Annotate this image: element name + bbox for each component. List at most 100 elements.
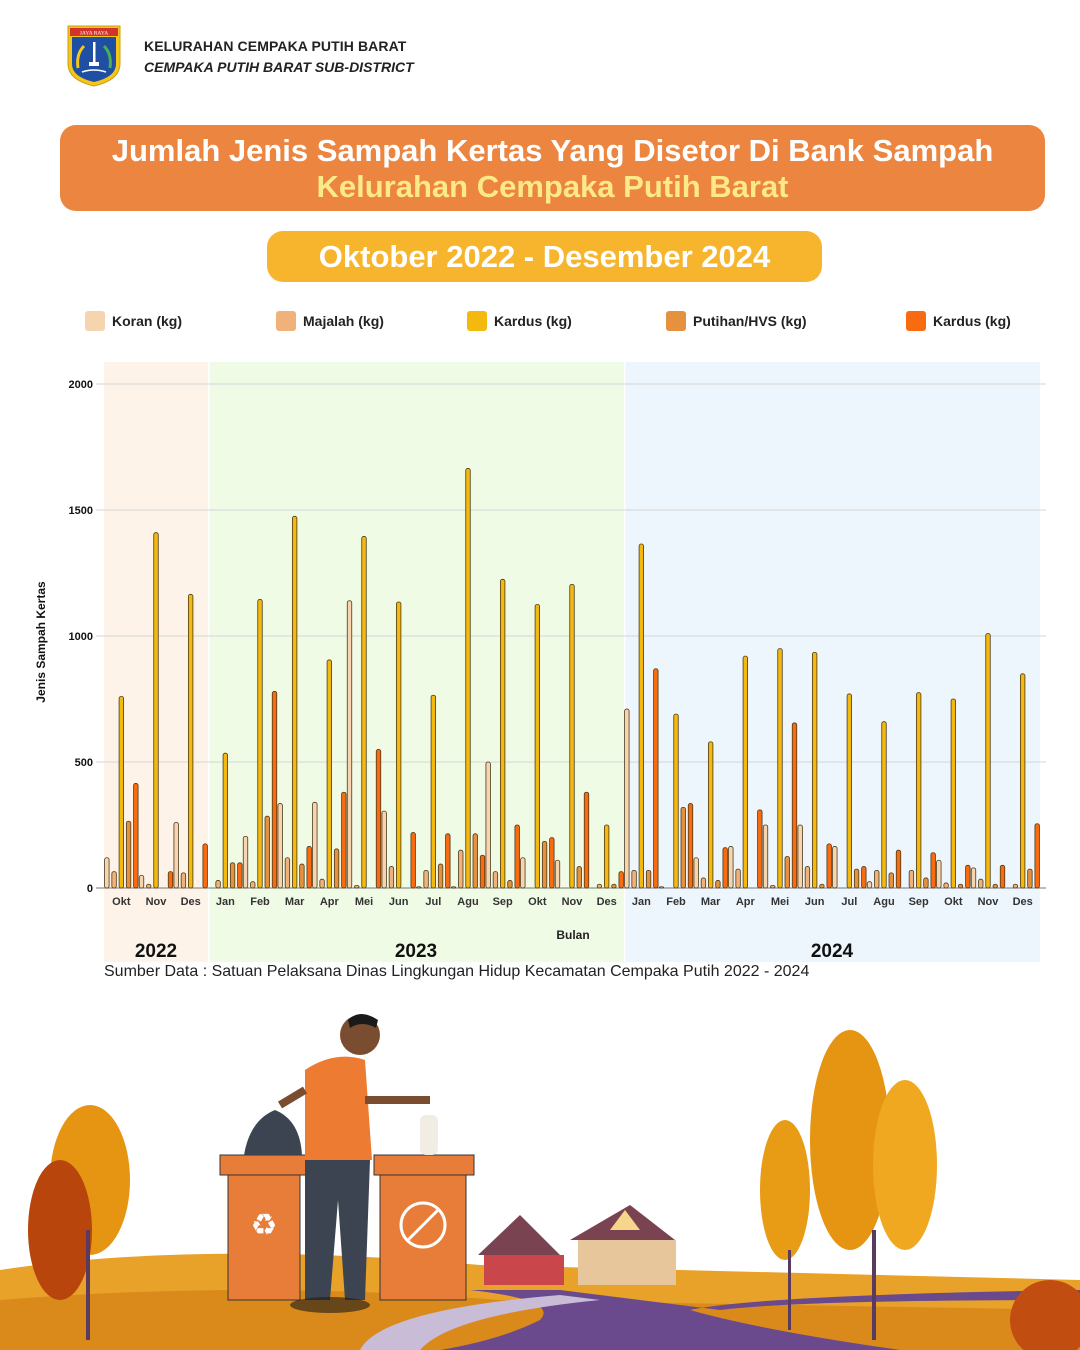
bar xyxy=(777,648,783,889)
bar xyxy=(500,578,506,889)
legend-item-kardus: Kardus (kg) xyxy=(467,311,572,331)
bar xyxy=(957,883,964,889)
bar xyxy=(965,864,971,889)
x-tick-label: Jul xyxy=(425,896,441,908)
bar xyxy=(257,599,263,889)
bar xyxy=(549,837,555,889)
bar xyxy=(465,468,471,889)
bar xyxy=(888,872,894,889)
period-badge: Oktober 2022 - Desember 2024 xyxy=(267,231,822,282)
bar xyxy=(410,832,416,889)
x-tick-label: Sep xyxy=(909,896,929,908)
title-banner: Jumlah Jenis Sampah Kertas Yang Disetor … xyxy=(60,125,1045,211)
y-tick-label: 1000 xyxy=(69,631,93,643)
x-tick-label: Agu xyxy=(873,896,894,908)
bar xyxy=(673,713,679,889)
bar xyxy=(388,866,395,889)
bar xyxy=(735,868,741,889)
bar xyxy=(319,878,325,889)
bar xyxy=(299,863,305,889)
bar xyxy=(797,824,803,889)
bar xyxy=(125,820,132,889)
bar xyxy=(222,752,228,889)
bar xyxy=(416,886,422,889)
bar xyxy=(978,878,984,889)
bar xyxy=(618,871,624,889)
x-tick-label: Agu xyxy=(457,896,478,908)
bar xyxy=(341,791,347,889)
bar xyxy=(936,859,942,889)
bar xyxy=(375,749,382,889)
bar xyxy=(992,883,998,889)
legend-item-majalah: Majalah (kg) xyxy=(276,311,384,331)
x-tick-label: Des xyxy=(1013,896,1033,908)
bar xyxy=(728,846,734,889)
bar xyxy=(514,824,520,889)
year-label: 2023 xyxy=(395,941,437,962)
bar xyxy=(762,824,769,889)
bar xyxy=(715,880,721,889)
bar xyxy=(520,857,526,889)
bar xyxy=(874,869,880,889)
bar xyxy=(881,721,887,889)
bar xyxy=(569,583,575,889)
bar xyxy=(1027,868,1033,889)
bar xyxy=(680,806,686,889)
y-tick-label: 0 xyxy=(87,883,93,895)
bar xyxy=(791,722,798,889)
legend-swatch-icon xyxy=(666,311,686,331)
bar xyxy=(908,869,915,889)
bar xyxy=(133,783,139,889)
jakarta-emblem-logo: JAYA RAYA xyxy=(67,25,121,87)
x-tick-label: Mar xyxy=(285,896,305,908)
bar xyxy=(104,857,110,889)
bar xyxy=(242,835,249,889)
bar xyxy=(173,822,179,889)
x-tick-label: Sep xyxy=(493,896,513,908)
bar xyxy=(237,862,243,889)
bar xyxy=(757,809,763,889)
bar xyxy=(895,849,902,889)
bar xyxy=(645,869,652,889)
bar xyxy=(312,801,318,889)
year-label: 2022 xyxy=(135,941,177,962)
bar xyxy=(930,852,936,889)
bar xyxy=(306,846,312,889)
y-axis-label: Jenis Sampah Kertas xyxy=(34,581,48,703)
bar xyxy=(381,810,387,889)
legend-item-kardus-2: Kardus (kg) xyxy=(906,311,1011,331)
bar xyxy=(541,840,548,889)
x-tick-label: Mei xyxy=(771,896,789,908)
bar xyxy=(687,803,694,889)
x-tick-label: Okt xyxy=(944,896,963,908)
svg-text:JAYA RAYA: JAYA RAYA xyxy=(80,31,109,37)
legend-item-putihan-hvs: Putihan/HVS (kg) xyxy=(666,311,807,331)
x-tick-label: Des xyxy=(181,896,201,908)
bar xyxy=(215,880,221,889)
bar xyxy=(292,515,298,889)
bar xyxy=(485,761,491,889)
bar xyxy=(1020,673,1026,889)
bar xyxy=(458,849,464,889)
bar xyxy=(819,883,825,889)
bar xyxy=(346,600,353,889)
bar xyxy=(423,869,429,889)
bar xyxy=(445,833,451,889)
bar xyxy=(658,886,665,889)
bar xyxy=(277,803,283,889)
bar xyxy=(722,847,728,889)
bar xyxy=(146,883,152,889)
bar xyxy=(624,708,630,889)
x-tick-label: Mei xyxy=(355,896,373,908)
x-tick-label: Jan xyxy=(632,896,651,908)
bar xyxy=(1012,883,1019,889)
bar xyxy=(450,886,457,889)
bar xyxy=(111,871,117,889)
x-tick-label: Apr xyxy=(320,896,340,908)
bar xyxy=(534,604,540,889)
y-tick-label: 1500 xyxy=(69,505,93,517)
bar xyxy=(596,883,603,889)
x-tick-label: Des xyxy=(597,896,617,908)
bar xyxy=(153,532,159,889)
bar xyxy=(970,867,977,889)
